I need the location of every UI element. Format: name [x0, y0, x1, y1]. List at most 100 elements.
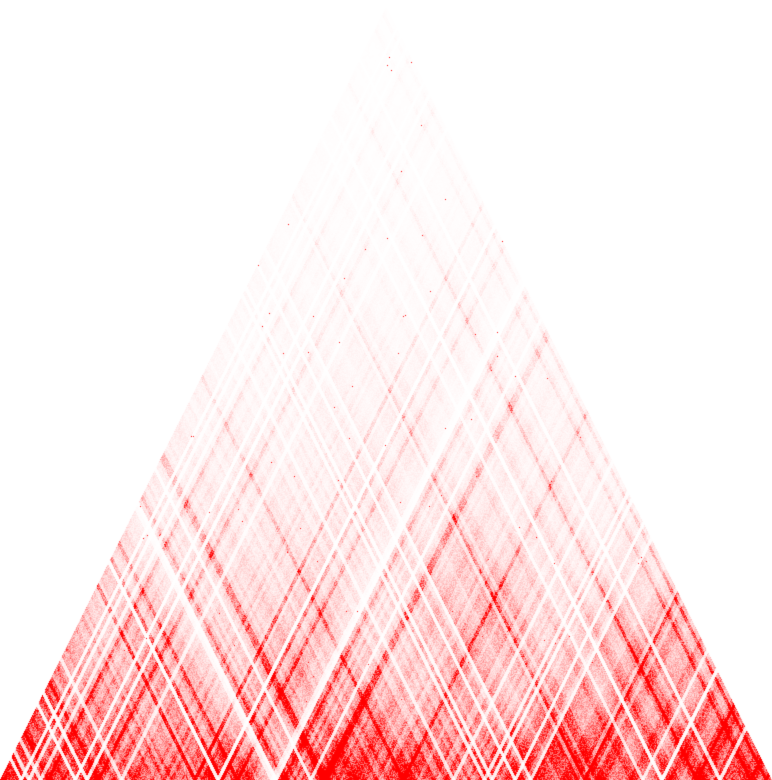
heatmap-cell [135, 703, 174, 742]
heatmap-cell [386, 741, 425, 780]
heatmap-cell [290, 471, 329, 510]
heatmap-cell [483, 471, 522, 510]
heatmap-cell [290, 626, 329, 665]
heatmap-cell [347, 741, 386, 780]
heatmap-cell [193, 510, 232, 549]
heatmap-cell [386, 201, 425, 240]
heatmap-cell [347, 124, 386, 163]
heatmap-cell [309, 510, 348, 549]
heatmap-cell [425, 664, 464, 703]
heatmap-cell [270, 278, 309, 317]
heatmap-cell [193, 433, 232, 472]
heatmap-cell [444, 626, 483, 665]
heatmap-cell [483, 240, 522, 279]
heatmap-cell [425, 510, 464, 549]
heatmap-cell [58, 703, 97, 742]
heatmap-cell [154, 433, 193, 472]
heatmap-cell [232, 510, 271, 549]
heatmap-cell [367, 240, 406, 279]
heatmap-cell [328, 626, 367, 665]
heatmap-cell [174, 471, 213, 510]
heatmap-cell [656, 741, 695, 780]
heatmap-cell [347, 355, 386, 394]
heatmap-cell [290, 703, 329, 742]
heatmap-cell [367, 703, 406, 742]
heatmap-cell [367, 85, 406, 124]
heatmap-cell [405, 471, 444, 510]
heatmap-cell [714, 703, 753, 742]
heatmap-cell [502, 278, 541, 317]
heatmap-cell [367, 162, 406, 201]
heatmap-cell [309, 433, 348, 472]
heatmap-cell [270, 201, 309, 240]
heatmap-cell [405, 626, 444, 665]
heatmap-cell [598, 548, 637, 587]
heatmap-cell [405, 548, 444, 587]
heatmap-cell [463, 510, 502, 549]
heatmap-cell [97, 703, 136, 742]
heatmap-cell [521, 626, 560, 665]
heatmap-cell [560, 471, 599, 510]
heatmap-cell [77, 664, 116, 703]
heatmap-cell [290, 394, 329, 433]
heatmap-cell [212, 703, 251, 742]
heatmap-cell [579, 510, 618, 549]
heatmap-cell [560, 548, 599, 587]
heatmap-cell [270, 355, 309, 394]
heatmap-cell [251, 240, 290, 279]
heatmap-cell [560, 394, 599, 433]
heatmap-cell [328, 85, 367, 124]
heatmap-cell [367, 548, 406, 587]
heatmap-cell [579, 433, 618, 472]
heatmap-cell [425, 278, 464, 317]
heatmap-cell [521, 548, 560, 587]
heatmap-cell [212, 626, 251, 665]
heatmap-cell [483, 317, 522, 356]
heatmap-cell [405, 703, 444, 742]
heatmap-cell [270, 741, 309, 780]
heatmap-cell [232, 741, 271, 780]
heatmap-cell [232, 433, 271, 472]
heatmap-cell [386, 47, 425, 86]
heatmap-cell [618, 664, 657, 703]
heatmap-cell [733, 741, 772, 780]
heatmap-cell [463, 355, 502, 394]
heatmap-cell [19, 703, 58, 742]
heatmap-cell [502, 587, 541, 626]
heatmap-cell [58, 626, 97, 665]
heatmap-cell [386, 664, 425, 703]
heatmap-cell [77, 741, 116, 780]
heatmap-cell [347, 587, 386, 626]
heatmap-cell [97, 548, 136, 587]
heatmap-cell [425, 587, 464, 626]
heatmap-cell [637, 548, 676, 587]
heatmap-cell [116, 741, 155, 780]
heatmap-cell [290, 240, 329, 279]
heatmap-cell [521, 394, 560, 433]
heatmap-cell [251, 703, 290, 742]
heatmap-cell [39, 664, 78, 703]
heatmap-cell [270, 510, 309, 549]
heatmap-cell [579, 664, 618, 703]
heatmap-cell [463, 741, 502, 780]
heatmap-cell [232, 664, 271, 703]
heatmap-cell [405, 394, 444, 433]
heatmap-cell [174, 703, 213, 742]
heatmap-cell [135, 548, 174, 587]
heatmap-cell [212, 317, 251, 356]
heatmap-cell [463, 278, 502, 317]
heatmap-cell [212, 394, 251, 433]
heatmap-cell [637, 626, 676, 665]
heatmap-cell [425, 741, 464, 780]
heatmap-cell [502, 510, 541, 549]
heatmap-cell [560, 703, 599, 742]
heatmap-cell [309, 741, 348, 780]
heatmap-cell [598, 626, 637, 665]
heatmap-cell [405, 85, 444, 124]
heatmap-cell [386, 124, 425, 163]
heatmap-cell [154, 587, 193, 626]
heatmap-cell [386, 278, 425, 317]
heatmap-cell [193, 741, 232, 780]
